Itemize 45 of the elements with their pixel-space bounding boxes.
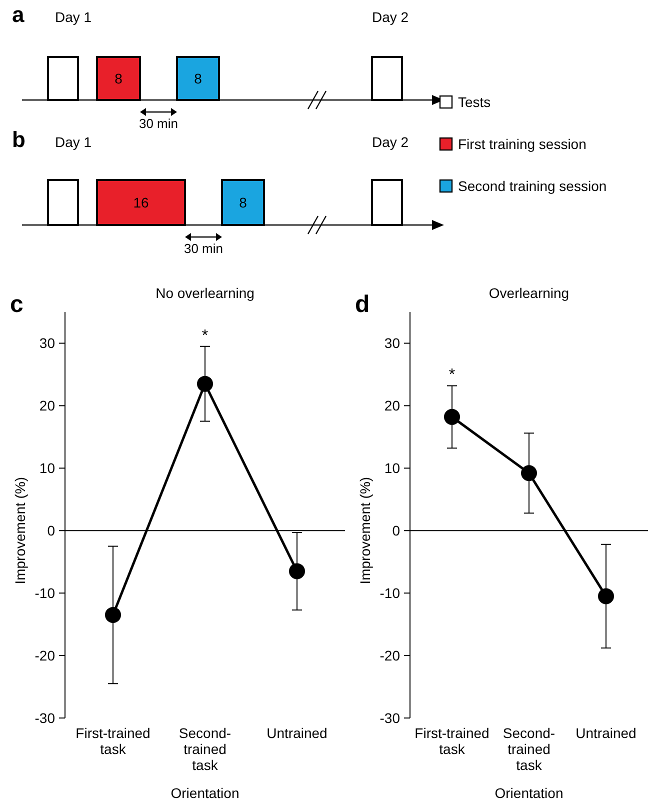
- text: Day 2: [372, 9, 409, 25]
- text: a: [12, 2, 25, 27]
- text: 16: [133, 194, 149, 210]
- y-tick-label: -10: [34, 585, 56, 602]
- text: d: [355, 291, 370, 318]
- y-tick-label: -30: [380, 710, 400, 726]
- legend-label: Tests: [458, 94, 491, 110]
- y-axis-title: Improvement (%): [357, 476, 373, 584]
- x-axis-title: Orientation: [170, 785, 240, 801]
- text: c: [10, 291, 24, 318]
- y-tick-label: 0: [47, 522, 56, 539]
- x-tick-label: Second- trained task: [502, 725, 556, 773]
- y-tick-label: 20: [384, 398, 400, 414]
- y-tick-label: -30: [34, 710, 56, 726]
- text: 8: [194, 70, 202, 86]
- annotation: *: [448, 366, 456, 384]
- y-tick-label: -20: [34, 648, 56, 664]
- text: Day 1: [55, 134, 92, 150]
- chart-title: Overlearning: [488, 285, 570, 301]
- y-tick-label: -10: [380, 585, 400, 602]
- y-tick-label: 0: [392, 522, 400, 539]
- x-tick-label: Untrained: [576, 725, 636, 741]
- text: 8: [239, 194, 248, 210]
- y-tick-label: 10: [39, 460, 56, 476]
- text: b: [12, 127, 26, 152]
- y-tick-label: 10: [384, 460, 400, 476]
- y-tick-label: 30: [39, 335, 56, 352]
- text: 30 min: [138, 116, 178, 131]
- text: Day 2: [372, 134, 409, 150]
- y-tick-label: 20: [39, 398, 56, 414]
- y-axis-title: Improvement (%): [12, 476, 28, 584]
- legend-label: First training session: [458, 136, 586, 152]
- x-tick-label: Second- trained task: [178, 725, 232, 773]
- y-tick-label: 30: [384, 335, 400, 352]
- annotation: *: [202, 327, 208, 344]
- text: Day 1: [55, 9, 92, 25]
- x-tick-label: Untrained: [266, 725, 328, 741]
- chart-title: No overlearning: [156, 285, 254, 301]
- y-tick-label: -20: [380, 648, 400, 664]
- legend-label: Second training session: [458, 178, 607, 194]
- text: 30 min: [184, 241, 224, 256]
- x-axis-title: Orientation: [494, 785, 564, 801]
- x-tick-label: First-trained task: [414, 725, 490, 757]
- text: 8: [114, 70, 123, 86]
- x-tick-label: First-trained task: [76, 725, 150, 757]
